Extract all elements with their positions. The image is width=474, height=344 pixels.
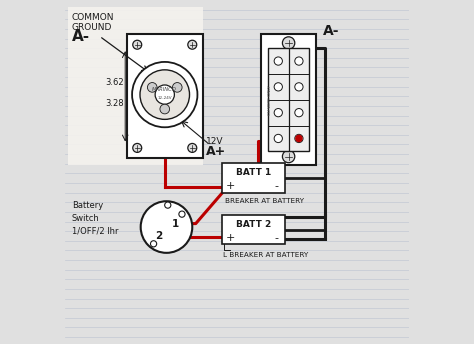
Circle shape — [133, 40, 142, 49]
Circle shape — [147, 83, 157, 92]
Bar — [261, 34, 316, 165]
Text: 12V: 12V — [206, 137, 224, 146]
Text: A-: A- — [72, 29, 90, 44]
Circle shape — [188, 40, 197, 49]
Circle shape — [179, 211, 185, 217]
Text: 3.28: 3.28 — [106, 99, 124, 108]
Bar — [221, 163, 285, 193]
Text: COMMON
GROUND: COMMON GROUND — [72, 13, 114, 32]
Text: A+: A+ — [259, 169, 280, 182]
Circle shape — [295, 57, 303, 65]
Bar — [68, 7, 202, 165]
Text: MARINCO: MARINCO — [152, 87, 177, 92]
Circle shape — [132, 62, 198, 127]
Text: Battery
Switch
1/OFF/2 lhr: Battery Switch 1/OFF/2 lhr — [72, 202, 118, 235]
Text: CU WIRE ONLY: CU WIRE ONLY — [268, 85, 272, 115]
Circle shape — [274, 109, 283, 117]
Text: A-: A- — [323, 24, 339, 38]
Text: 1: 1 — [172, 219, 179, 229]
Circle shape — [150, 241, 157, 247]
Text: 2: 2 — [155, 230, 163, 241]
Circle shape — [295, 83, 303, 91]
Text: +: + — [226, 181, 235, 192]
Text: L BREAKER AT BATTERY: L BREAKER AT BATTERY — [223, 251, 309, 258]
Text: A+: A+ — [206, 145, 226, 158]
Circle shape — [274, 83, 283, 91]
Circle shape — [295, 109, 303, 117]
Circle shape — [133, 143, 142, 152]
Circle shape — [160, 104, 170, 114]
Circle shape — [155, 85, 174, 104]
Bar — [221, 215, 285, 244]
Text: -: - — [274, 181, 279, 192]
Text: BATT 1: BATT 1 — [236, 168, 271, 177]
Circle shape — [274, 57, 283, 65]
Text: 3.62: 3.62 — [106, 78, 124, 87]
Circle shape — [283, 37, 295, 49]
Bar — [127, 34, 202, 158]
Circle shape — [274, 135, 283, 143]
Circle shape — [140, 70, 190, 119]
Text: -: - — [274, 233, 279, 243]
Text: 12-24V: 12-24V — [157, 96, 172, 100]
Circle shape — [188, 143, 197, 152]
Circle shape — [141, 201, 192, 253]
Text: BREAKER AT BATTERY: BREAKER AT BATTERY — [225, 198, 304, 204]
Text: BATT 2: BATT 2 — [236, 220, 271, 229]
Circle shape — [296, 136, 302, 142]
Circle shape — [164, 202, 171, 208]
Circle shape — [283, 150, 295, 163]
Circle shape — [173, 83, 182, 92]
Circle shape — [295, 135, 303, 143]
Bar — [268, 48, 309, 151]
Text: +: + — [226, 233, 235, 243]
